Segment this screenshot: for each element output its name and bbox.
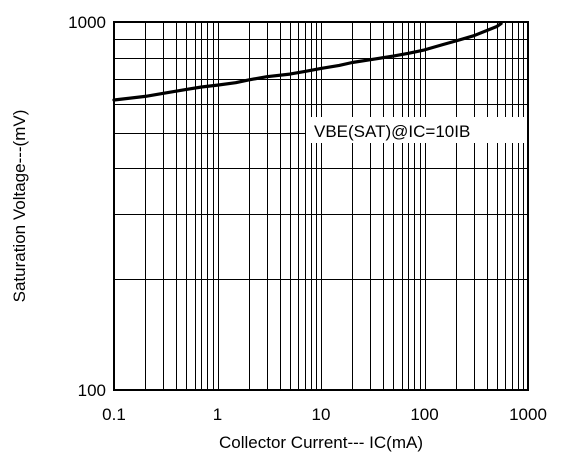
y-tick-label: 100 xyxy=(78,381,106,400)
x-tick-label: 10 xyxy=(312,405,331,424)
tick-labels: 0.1 1 10 100 1000 100 1000 xyxy=(68,13,547,424)
plot-frame xyxy=(113,21,529,391)
x-tick-label: 1000 xyxy=(509,405,547,424)
grid xyxy=(114,22,528,390)
x-tick-label: 1 xyxy=(213,405,222,424)
y-tick-label: 1000 xyxy=(68,13,106,32)
annotation-label: VBE(SAT)@IC=10IB xyxy=(314,122,470,141)
series-layer xyxy=(112,22,503,102)
series-line xyxy=(112,22,503,102)
annotation-group: VBE(SAT)@IC=10IB xyxy=(306,117,528,143)
x-axis-title: Collector Current--- IC(mA) xyxy=(219,433,423,452)
x-tick-label: 100 xyxy=(410,405,438,424)
x-tick-label: 0.1 xyxy=(102,405,126,424)
y-axis-title: Saturation Voltage---(mV) xyxy=(10,110,29,303)
annotation-background xyxy=(306,117,528,143)
